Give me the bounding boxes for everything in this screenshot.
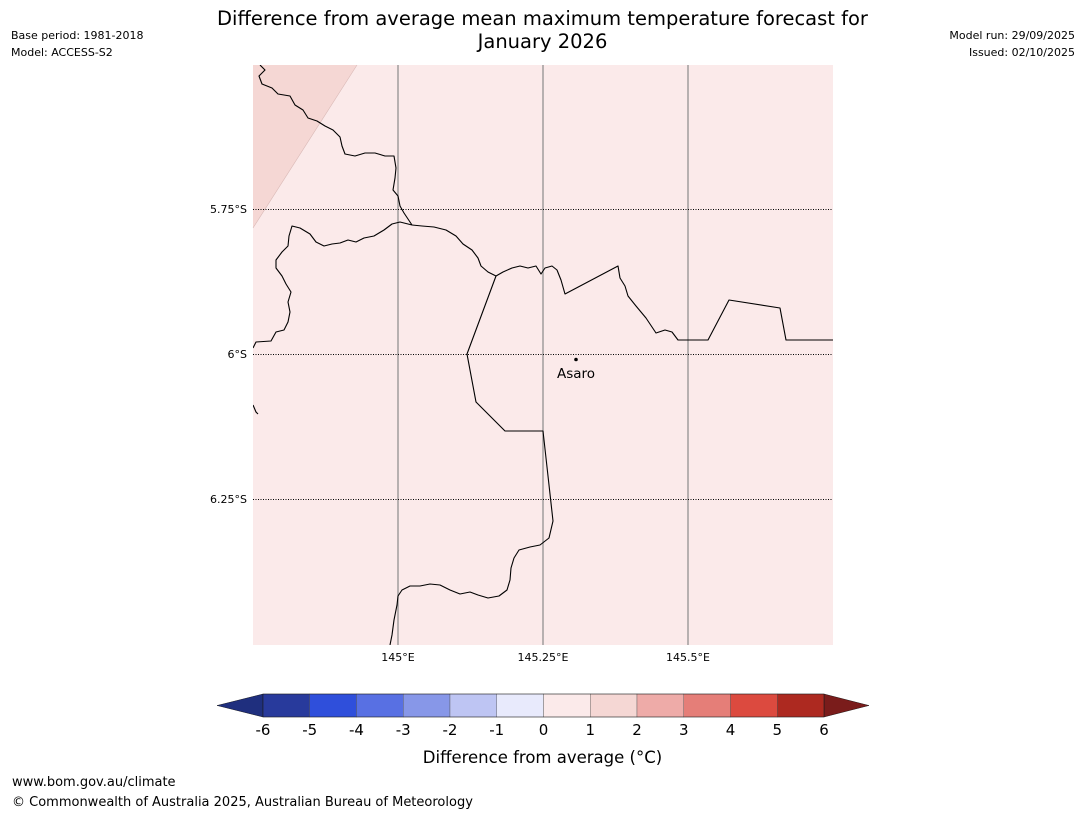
colorbar-tick-label: 1 — [585, 721, 595, 739]
footer-copyright: © Commonwealth of Australia 2025, Austra… — [12, 795, 473, 810]
colorbar-under-arrow — [216, 693, 264, 718]
colorbar-segment — [777, 693, 825, 718]
colorbar-segment — [309, 693, 357, 718]
province-boundary-north-west — [258, 65, 413, 226]
colorbar-over-arrow — [823, 693, 870, 718]
lat-label-6-25s: 6.25°S — [210, 493, 247, 506]
issued-text: Issued: 02/10/2025 — [968, 46, 1075, 59]
colorbar-outline — [262, 693, 825, 718]
colorbar-segment — [590, 693, 638, 718]
colorbar-tick-label: -1 — [489, 721, 504, 739]
lat-label-6s: 6°S — [228, 348, 247, 361]
colorbar-segment — [496, 693, 544, 718]
colorbar-segment — [356, 693, 404, 718]
title-line-2: January 2026 — [477, 30, 608, 53]
colorbar-tick-label: 0 — [539, 721, 549, 739]
colorbar-tick-label: -4 — [349, 721, 364, 739]
colorbar-tick-label: 6 — [819, 721, 829, 739]
province-boundary-fragment — [253, 404, 259, 415]
model-text: Model: ACCESS-S2 — [11, 46, 113, 59]
colorbar-tick-label: 5 — [772, 721, 782, 739]
colorbar-segment — [543, 693, 591, 718]
lat-label-5-75s: 5.75°S — [210, 203, 247, 216]
colorbar-segment — [262, 693, 310, 718]
lon-label-145e: 145°E — [381, 651, 414, 664]
colorbar: -6 -5 -4 -3 -2 -1 0 1 2 3 4 5 6 — [216, 693, 870, 739]
province-boundary-east — [411, 224, 833, 341]
lon-label-145-25e: 145.25°E — [518, 651, 569, 664]
province-boundary-south — [389, 275, 554, 645]
colorbar-tick-label: 4 — [726, 721, 736, 739]
colorbar-ticks: -6 -5 -4 -3 -2 -1 0 1 2 3 4 5 6 — [256, 721, 829, 739]
asaro-marker — [574, 357, 578, 362]
colorbar-tick-label: 2 — [632, 721, 642, 739]
colorbar-segment — [730, 693, 778, 718]
colorbar-segments — [262, 693, 825, 718]
asaro-label: Asaro — [557, 366, 595, 382]
colorbar-label: Difference from average (°C) — [422, 748, 663, 767]
colorbar-tick-label: -6 — [256, 721, 271, 739]
colorbar-tick-label: 3 — [679, 721, 689, 739]
title-line-1: Difference from average mean maximum tem… — [217, 7, 868, 30]
colorbar-segment — [683, 693, 731, 718]
colorbar-tick-label: -5 — [302, 721, 317, 739]
footer-url[interactable]: www.bom.gov.au/climate — [12, 775, 176, 790]
province-boundary-central — [253, 221, 413, 349]
map-layers — [253, 65, 833, 645]
meta-left: Base period: 1981-2018 Model: ACCESS-S2 — [11, 27, 143, 61]
colorbar-tick-label: -3 — [396, 721, 411, 739]
colorbar-segment — [636, 693, 684, 718]
lon-label-145-5e: 145.5°E — [666, 651, 710, 664]
colorbar-segment — [449, 693, 497, 718]
anomaly-contour-edge — [252, 64, 358, 229]
model-run-text: Model run: 29/09/2025 — [949, 29, 1075, 42]
colorbar-tick-label: -2 — [443, 721, 458, 739]
map-title: Difference from average mean maximum tem… — [170, 7, 915, 53]
meta-right: Model run: 29/09/2025 Issued: 02/10/2025 — [949, 27, 1075, 61]
base-period-text: Base period: 1981-2018 — [11, 29, 144, 42]
colorbar-segment — [403, 693, 451, 718]
